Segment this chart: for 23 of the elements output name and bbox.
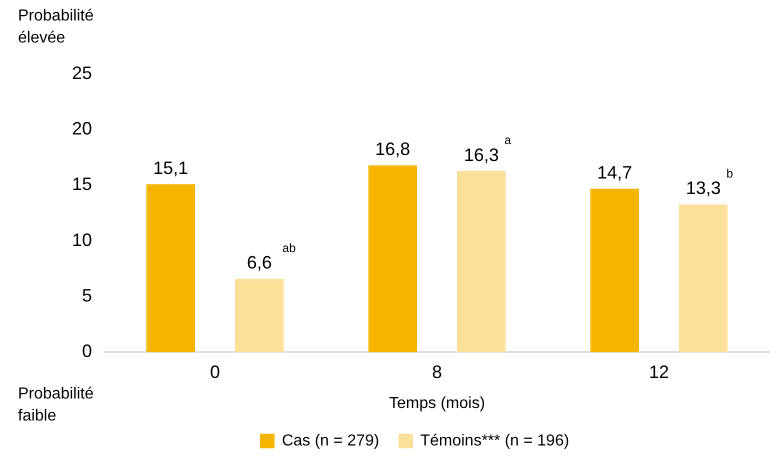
annotation: ab xyxy=(282,241,296,256)
y-tick-label: 5 xyxy=(82,286,92,306)
x-axis-title: Temps (mois) xyxy=(389,394,486,412)
data-label: 13,3 xyxy=(686,178,721,198)
text: Probabilité élevée xyxy=(18,7,94,46)
y-tick-label: 10 xyxy=(72,230,92,250)
y-tick-label: 15 xyxy=(72,174,92,194)
x-tick-label: 12 xyxy=(648,362,670,382)
data-label: 14,7 xyxy=(597,162,632,183)
y-tick-label: 0 xyxy=(82,341,92,362)
y-tick-label: 25 xyxy=(72,62,92,83)
annotation: a xyxy=(504,133,512,148)
data-label: 16,3 xyxy=(464,144,499,165)
data-label: 16,8 xyxy=(375,139,410,160)
annotation: b xyxy=(726,166,734,181)
x-tick-label: 8 xyxy=(432,362,442,382)
legend-label: Témoins*** (n = 196) xyxy=(420,432,570,450)
text: Probabilité faible xyxy=(18,385,94,424)
data-label: 6,6 xyxy=(246,252,272,273)
x-tick-label: 0 xyxy=(210,362,220,382)
data-label: 15,1 xyxy=(153,158,188,178)
y-tick-label: 20 xyxy=(72,118,92,139)
legend-label: Cas (n = 279) xyxy=(282,432,380,450)
